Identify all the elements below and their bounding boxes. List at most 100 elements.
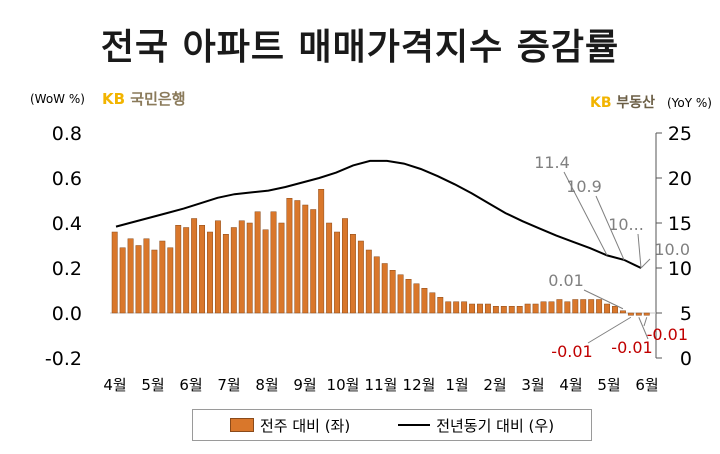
- x-tick-label: 6월: [635, 376, 658, 394]
- kb-realestate-name: 부동산: [616, 95, 656, 111]
- bar: [484, 303, 491, 314]
- x-tick-label: 8월: [255, 376, 278, 394]
- bar: [469, 303, 476, 314]
- bar: [254, 211, 261, 314]
- bar: [286, 198, 293, 314]
- bar: [445, 301, 452, 314]
- bar: [477, 303, 483, 314]
- bar: [421, 288, 428, 314]
- kb-logo-mark-right: KB: [590, 95, 612, 111]
- x-tick-label: 12월: [403, 376, 436, 394]
- bar: [175, 225, 182, 314]
- bar: [429, 292, 436, 314]
- right-tick-label: 10: [668, 258, 692, 280]
- line-data-label: 10...: [608, 215, 644, 234]
- bar-data-label-negative: -0.01: [551, 342, 592, 361]
- bar: [199, 225, 206, 314]
- bar: [540, 301, 547, 314]
- bar: [214, 220, 221, 314]
- bar: [135, 245, 142, 314]
- kb-logo-mark: KB: [102, 90, 126, 108]
- left-tick-label: 0.0: [52, 303, 82, 325]
- left-tick-label: 0.4: [52, 213, 82, 235]
- bar: [564, 301, 571, 314]
- bar-data-label-negative: -0.01: [647, 325, 688, 344]
- x-tick-label: 2월: [483, 376, 506, 394]
- right-tick-label: 15: [668, 213, 692, 235]
- callout-leader: [587, 316, 632, 344]
- bar: [357, 240, 364, 314]
- bar: [437, 297, 444, 314]
- left-tick-label: 0.8: [52, 123, 82, 145]
- bar: [588, 299, 595, 314]
- bar: [643, 312, 650, 316]
- bar: [548, 301, 555, 314]
- bar: [183, 227, 190, 314]
- bar: [238, 220, 245, 314]
- bar: [270, 211, 277, 314]
- right-tick-label: 5: [680, 303, 692, 325]
- bar: [508, 306, 515, 314]
- bar: [246, 222, 253, 314]
- callout-leader: [563, 171, 608, 256]
- bar: [612, 306, 618, 314]
- legend-bars-label: 전주 대비 (좌): [259, 416, 351, 435]
- legend: 전주 대비 (좌) 전년동기 대비 (우): [192, 409, 592, 441]
- bar: [381, 263, 388, 314]
- x-tick-label: 7월: [217, 376, 240, 394]
- bar: [556, 299, 563, 314]
- bar: [373, 256, 380, 314]
- line-series: [115, 159, 642, 269]
- bar: [127, 238, 134, 314]
- legend-item-bars: 전주 대비 (좌): [229, 415, 351, 436]
- bar: [492, 306, 499, 314]
- bar: [524, 303, 531, 314]
- right-tick-label: 0: [680, 348, 692, 370]
- callout-leader: [640, 258, 651, 269]
- legend-line-label: 전년동기 대비 (우): [436, 416, 555, 435]
- bar: [516, 306, 523, 314]
- bar: [111, 231, 118, 314]
- bar: [580, 299, 587, 314]
- legend-item-line: 전년동기 대비 (우): [398, 415, 554, 436]
- x-tick-label: 9월: [293, 376, 316, 394]
- bar: [159, 240, 166, 314]
- left-tick-label: 0.6: [52, 168, 82, 190]
- callout-leader: [595, 195, 625, 261]
- bar: [397, 274, 404, 314]
- line-data-label: 10.9: [566, 177, 602, 196]
- bar: [619, 310, 626, 314]
- bar: [635, 312, 642, 316]
- x-tick-label: 4월: [103, 376, 126, 394]
- bar: [222, 234, 229, 314]
- left-axis-unit: (WoW %): [30, 92, 85, 106]
- line-data-label: 10.0: [654, 240, 690, 259]
- bar: [278, 222, 285, 314]
- right-tick-label: 25: [668, 123, 692, 145]
- bar: [453, 301, 460, 314]
- bar: [405, 279, 412, 314]
- x-tick-label: 3월: [521, 376, 544, 394]
- x-tick-label: 4월: [559, 376, 582, 394]
- kb-bank-logo: KB 국민은행: [102, 88, 186, 109]
- x-tick-label: 11월: [365, 376, 398, 394]
- bar: [230, 227, 237, 314]
- bar: [318, 189, 325, 314]
- callout-leader: [583, 289, 624, 310]
- right-tick-label: 20: [668, 168, 692, 190]
- bar: [334, 231, 341, 314]
- bar: [262, 229, 269, 314]
- bar: [119, 247, 126, 314]
- bar: [294, 200, 301, 314]
- left-tick-label: -0.2: [45, 348, 82, 370]
- bar: [326, 222, 333, 314]
- bar: [500, 306, 507, 314]
- bar: [572, 299, 579, 314]
- bar: [207, 231, 213, 314]
- bar: [413, 283, 420, 314]
- bar: [389, 270, 396, 314]
- callout-leader: [638, 317, 649, 340]
- bar: [302, 204, 309, 314]
- bar: [143, 238, 150, 314]
